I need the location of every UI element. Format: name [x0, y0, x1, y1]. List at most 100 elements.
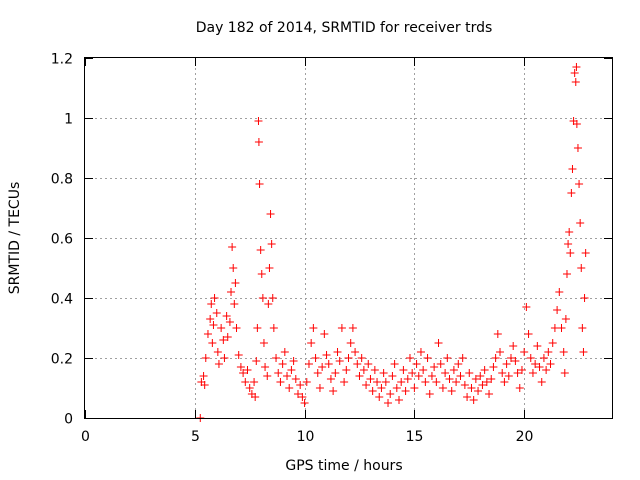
data-point — [408, 369, 417, 377]
data-point — [342, 366, 351, 374]
data-point — [403, 375, 412, 383]
data-point — [401, 387, 410, 395]
data-point — [480, 366, 489, 374]
data-point — [370, 366, 379, 374]
data-point — [578, 324, 587, 332]
x-tick-label: 5 — [191, 429, 200, 445]
data-point — [564, 240, 573, 248]
data-point — [324, 360, 333, 368]
data-point — [291, 375, 300, 383]
data-point — [377, 384, 386, 392]
y-tick-label: 0.4 — [51, 292, 73, 308]
data-point — [225, 318, 234, 326]
data-point — [381, 378, 390, 386]
y-tick-label: 0.8 — [51, 172, 73, 188]
data-point — [548, 339, 557, 347]
y-tick-labels: 0 0.2 0.4 0.6 0.8 1 1.2 — [51, 52, 73, 428]
data-point — [258, 294, 267, 302]
data-point — [219, 336, 228, 344]
data-point — [207, 300, 216, 308]
x-tick-label: 15 — [406, 429, 424, 445]
data-point — [405, 354, 414, 362]
data-point — [386, 390, 395, 398]
data-point — [539, 354, 548, 362]
data-point — [458, 354, 467, 362]
data-point — [309, 324, 318, 332]
data-point — [269, 324, 278, 332]
data-point — [234, 351, 243, 359]
data-point — [373, 378, 382, 386]
data-point — [447, 387, 456, 395]
data-point — [259, 339, 268, 347]
data-point — [397, 378, 406, 386]
x-tick-label: 20 — [516, 429, 534, 445]
data-point — [526, 354, 535, 362]
data-point — [263, 372, 272, 380]
data-point — [359, 366, 368, 374]
data-point — [236, 363, 245, 371]
data-point — [572, 63, 581, 71]
data-point — [268, 294, 277, 302]
data-point — [322, 351, 331, 359]
data-point — [555, 288, 564, 296]
y-tick-label: 0.6 — [51, 232, 73, 248]
data-point — [229, 264, 238, 272]
data-point — [337, 324, 346, 332]
data-point — [573, 144, 582, 152]
data-point — [412, 360, 421, 368]
data-point — [304, 360, 313, 368]
data-point — [528, 369, 537, 377]
data-point — [333, 348, 342, 356]
data-point — [566, 249, 575, 257]
data-point — [553, 306, 562, 314]
y-tick-label: 1.2 — [51, 52, 73, 68]
data-point — [201, 354, 210, 362]
data-point — [427, 372, 436, 380]
x-tick-label: 10 — [297, 429, 315, 445]
data-point — [509, 342, 518, 350]
data-point — [565, 228, 574, 236]
data-point — [289, 357, 298, 365]
data-point — [261, 363, 270, 371]
data-point — [199, 372, 208, 380]
data-point — [255, 180, 264, 188]
data-point — [581, 249, 590, 257]
data-point — [388, 372, 397, 380]
grid — [85, 58, 612, 418]
data-point — [567, 189, 576, 197]
data-point — [576, 219, 585, 227]
data-point — [546, 360, 555, 368]
data-point — [425, 390, 434, 398]
data-point — [340, 378, 349, 386]
data-point — [535, 363, 544, 371]
data-point — [214, 360, 223, 368]
data-point — [362, 381, 371, 389]
data-point — [489, 363, 498, 371]
data-point — [436, 360, 445, 368]
data-point — [557, 324, 566, 332]
data-point — [239, 369, 248, 377]
data-point — [469, 396, 478, 404]
data-point — [430, 363, 439, 371]
data-point — [506, 354, 515, 362]
data-point — [465, 369, 474, 377]
data-point — [438, 384, 447, 392]
data-point — [206, 315, 215, 323]
data-point — [485, 390, 494, 398]
data-point — [504, 372, 513, 380]
data-point — [366, 375, 375, 383]
data-point — [452, 378, 461, 386]
data-point — [476, 372, 485, 380]
data-point — [318, 363, 327, 371]
data-point — [213, 348, 222, 356]
data-point — [571, 78, 580, 86]
data-point — [570, 69, 579, 77]
data-point — [560, 369, 569, 377]
y-axis-label: SRMTID / TECUs — [7, 182, 23, 295]
y-tick-label: 0.2 — [51, 352, 73, 368]
data-point — [580, 294, 589, 302]
data-point — [414, 372, 423, 380]
data-point — [517, 366, 526, 374]
data-point — [298, 393, 307, 401]
